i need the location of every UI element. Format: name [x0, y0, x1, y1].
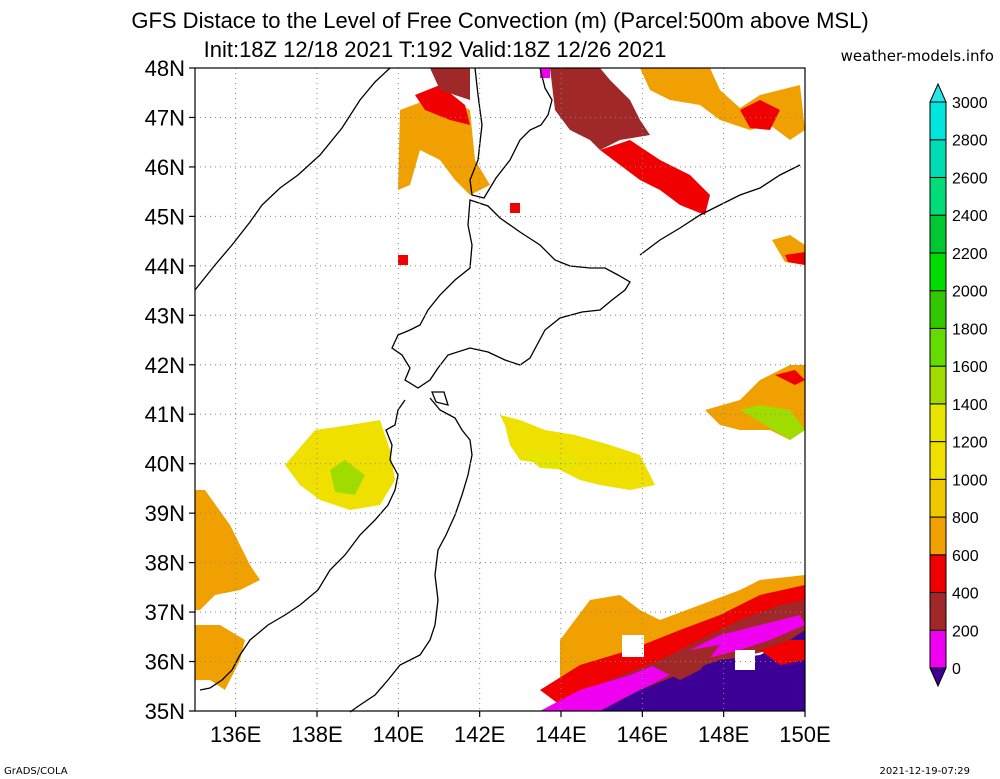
footer-software-label: GrADS/COLA — [4, 766, 68, 777]
title-line-2: Init:18Z 12/18 2021 T:192 Valid:18Z 12/2… — [203, 37, 667, 62]
colorbar-label: 800 — [952, 510, 979, 527]
lfc-patch — [195, 490, 260, 610]
honshu-coastline — [199, 399, 406, 691]
lat-tick-label: 45N — [145, 204, 185, 229]
colorbar-segment — [929, 441, 947, 480]
coastline-layer — [194, 67, 801, 713]
lon-tick-label: 140E — [373, 722, 424, 747]
colorbar-label: 200 — [952, 623, 979, 640]
colorbar-segment — [929, 101, 947, 141]
colorbar-segment — [929, 365, 947, 405]
lfc-patch — [330, 460, 365, 495]
lat-tick-label: 35N — [145, 699, 185, 724]
lfc-patch — [195, 625, 245, 690]
colorbar-label: 400 — [952, 586, 979, 603]
colorbar-label: 1800 — [952, 321, 988, 338]
lon-tick-label: 148E — [698, 722, 749, 747]
lfc-patch — [740, 100, 780, 130]
lfc-patch — [540, 585, 805, 705]
lat-tick-label: 44N — [145, 254, 185, 279]
lfc-patch — [550, 68, 650, 150]
lfc-patch — [500, 415, 655, 490]
lat-tick-label: 46N — [145, 155, 185, 180]
colorbar-segment — [929, 478, 947, 518]
lon-tick-label: 150E — [779, 722, 830, 747]
colorbar-segment — [929, 629, 947, 669]
lfc-patch — [430, 68, 470, 100]
lfc-patch — [520, 450, 580, 470]
lfc-patch — [398, 255, 408, 265]
colorbar-bottom-arrow — [929, 667, 947, 688]
colorbar-segment — [929, 252, 947, 292]
lfc-patch — [650, 645, 720, 680]
colorbar-label: 3000 — [952, 95, 988, 112]
no-data-cell — [622, 635, 644, 657]
lat-tick-label: 47N — [145, 105, 185, 130]
colorbar-label: 0 — [952, 661, 961, 678]
lfc-field-layer — [195, 68, 805, 711]
mainland-coastline — [194, 67, 391, 291]
lat-tick-label: 42N — [145, 353, 185, 378]
lfc-patch — [785, 252, 805, 265]
honshu-east-coastline — [349, 397, 473, 713]
colorbar-segment — [929, 554, 947, 594]
lfc-patch — [600, 630, 805, 711]
lon-tick-label: 142E — [454, 722, 505, 747]
footer-timestamp: 2021-12-19-07:29 — [879, 766, 970, 777]
lat-tick-label: 43N — [145, 303, 185, 328]
lon-tick-label: 144E — [535, 722, 586, 747]
lfc-patch — [775, 370, 805, 385]
colorbar-segment — [929, 214, 947, 254]
lon-tick-label: 136E — [210, 722, 261, 747]
colorbar-label: 2600 — [952, 170, 988, 187]
lfc-patch — [510, 203, 520, 213]
credit-label: weather-models.info — [840, 47, 994, 65]
lfc-patch — [760, 640, 805, 665]
colorbar-segment — [929, 516, 947, 556]
sakhalin-coastline — [469, 67, 553, 199]
lat-tick-label: 41N — [145, 402, 185, 427]
lat-tick-label: 36N — [145, 650, 185, 675]
colorbar-label: 1000 — [952, 472, 988, 489]
lat-tick-label: 39N — [145, 501, 185, 526]
hokkaido-coastline — [391, 199, 631, 389]
colorbar-label: 1200 — [952, 435, 988, 452]
peninsula-coastline — [431, 391, 449, 406]
colorbar-segment — [929, 403, 947, 443]
colorbar-top-arrow — [929, 82, 947, 103]
kuril-coastline — [639, 164, 801, 256]
colorbar-segment — [929, 592, 947, 631]
map-axes: 35N 36N 37N 38N 39N 40N 41N 42N 43N 44N 45N 46N 47N 4… — [145, 56, 831, 747]
lfc-patch — [415, 85, 470, 125]
colorbar-segment — [929, 327, 947, 367]
colorbar: 0 200 400 600 800 1000 1200 1400 1600 1800 2000 220… — [929, 82, 988, 688]
colorbar-label: 600 — [952, 548, 979, 565]
colorbar-segment — [929, 290, 947, 329]
lon-tick-label: 146E — [617, 722, 668, 747]
colorbar-label: 1400 — [952, 397, 988, 414]
lat-tick-label: 48N — [145, 56, 185, 81]
map-frame — [194, 67, 806, 712]
colorbar-label: 2200 — [952, 246, 988, 263]
colorbar-label: 2400 — [952, 208, 988, 225]
colorbar-label: 1600 — [952, 359, 988, 376]
title-line-1: GFS Distace to the Level of Free Convect… — [131, 8, 869, 33]
colorbar-label: 2800 — [952, 133, 988, 150]
lat-lon-grid — [195, 68, 805, 711]
lon-tick-label: 138E — [291, 722, 342, 747]
colorbar-segment — [929, 139, 947, 178]
lat-tick-label: 40N — [145, 452, 185, 477]
no-data-cell — [735, 650, 755, 670]
lat-tick-label: 38N — [145, 551, 185, 576]
colorbar-segment — [929, 176, 947, 216]
lfc-patch — [600, 140, 710, 215]
colorbar-label: 2000 — [952, 284, 988, 301]
lfc-patch — [640, 68, 805, 140]
lfc-patch — [740, 405, 805, 440]
lat-tick-label: 37N — [145, 600, 185, 625]
